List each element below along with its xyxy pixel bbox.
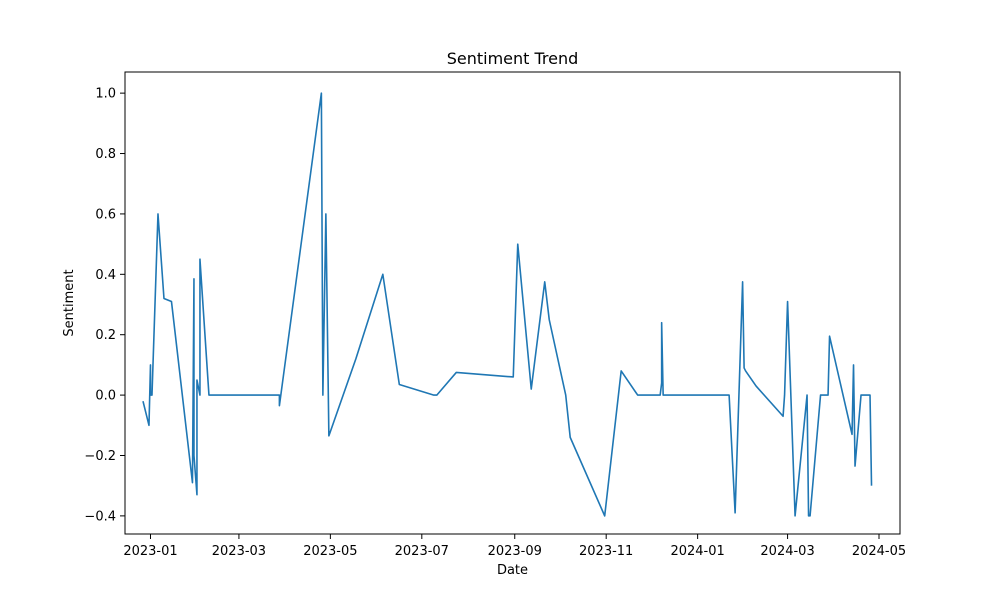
x-axis-label: Date [497,563,528,578]
x-tick-label: 2023-03 [212,544,266,559]
y-tick-label: 0.2 [95,328,116,343]
y-tick-label: 0.4 [95,268,116,283]
y-tick-label: −0.4 [84,509,116,524]
x-tick-label: 2023-09 [488,544,542,559]
x-tick-label: 2023-05 [303,544,357,559]
sentiment-series-line [142,92,873,517]
y-tick-label: 0.0 [95,389,116,404]
x-tick-label: 2023-01 [123,544,177,559]
y-tick-label: 0.8 [95,147,116,162]
x-tick-label: 2024-01 [670,544,724,559]
x-axis: 2023-01 2023-03 2023-05 2023-07 2023-09 2023-… [123,534,906,559]
x-tick-label: 2024-03 [760,544,814,559]
y-tick-label: 1.0 [95,87,116,102]
y-tick-label: −0.2 [84,449,116,464]
x-tick-label: 2023-11 [579,544,633,559]
chart-title: Sentiment Trend [447,49,579,68]
y-axis: −0.4 −0.2 0.0 0.2 0.4 0.6 0.8 1.0 [84,87,125,524]
plot-area [124,71,901,535]
x-tick-label: 2023-07 [395,544,449,559]
y-tick-label: 0.6 [95,207,116,222]
x-tick-label: 2024-05 [852,544,906,559]
y-axis-label: Sentiment [62,269,77,336]
